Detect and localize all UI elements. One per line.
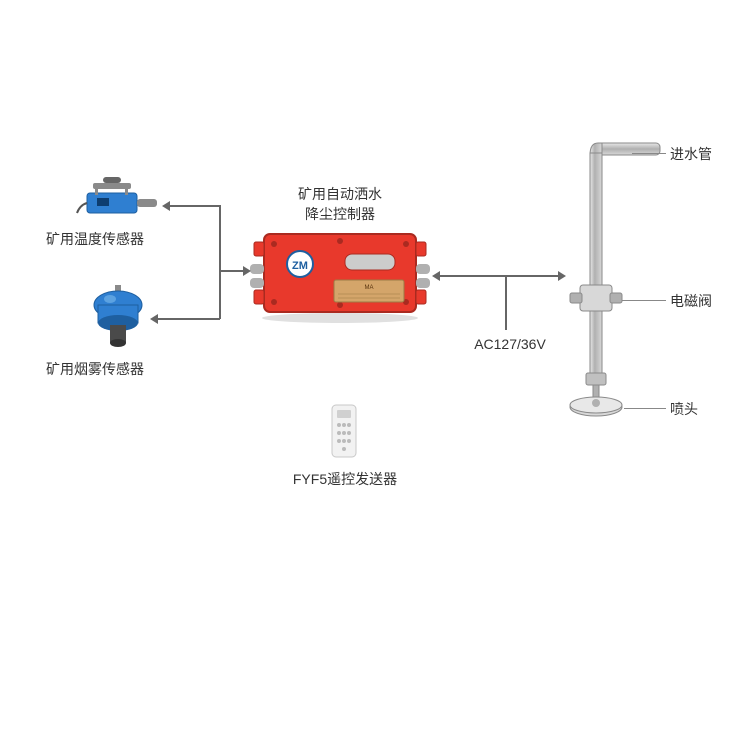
arrow-temp-h xyxy=(170,205,220,207)
arrow-temp-head-l xyxy=(162,201,170,211)
arrow-left-merge xyxy=(219,270,245,272)
arrow-right-head-r xyxy=(558,271,566,281)
pipe-assembly xyxy=(550,135,670,445)
temperature-sensor-label: 矿用温度传感器 xyxy=(35,230,155,250)
arrow-smoke-h xyxy=(158,318,220,320)
arrow-smoke-head-l xyxy=(150,314,158,324)
temperature-sensor xyxy=(75,175,160,225)
remote-control-icon xyxy=(329,403,359,461)
inlet-pipe-label: 进水管 xyxy=(670,145,730,165)
power-tap-v xyxy=(505,275,507,330)
solenoid-label: 电磁阀 xyxy=(670,292,730,312)
arrow-merge-head-r xyxy=(243,266,251,276)
conn-inlet xyxy=(632,153,666,154)
remote-control xyxy=(329,403,359,461)
arrow-right-head-l xyxy=(432,271,440,281)
svg-text:MA: MA xyxy=(365,285,374,291)
smoke-sensor-label: 矿用烟雾传感器 xyxy=(35,360,155,380)
power-label: AC127/36V xyxy=(470,335,550,355)
conn-nozzle xyxy=(624,408,666,409)
smoke-sensor xyxy=(88,285,148,355)
power-tap-cross xyxy=(497,275,515,277)
controller-icon: ZM MA xyxy=(250,228,430,323)
remote-control-label: FYF5遥控发送器 xyxy=(290,470,400,490)
diagram-canvas: 矿用温度传感器 矿用烟雾传感器 矿用自动洒水 降尘控制器 xyxy=(0,0,750,750)
arrow-smoke-v xyxy=(219,270,221,319)
controller: ZM MA xyxy=(250,228,430,323)
temperature-sensor-icon xyxy=(75,175,160,225)
conn-solenoid xyxy=(622,300,666,301)
controller-label: 矿用自动洒水 降尘控制器 xyxy=(280,185,400,224)
nozzle-label: 喷头 xyxy=(670,400,730,420)
svg-text:ZM: ZM xyxy=(292,260,308,272)
arrow-temp-v xyxy=(219,205,221,270)
smoke-sensor-icon xyxy=(88,285,148,355)
pipe-assembly-icon xyxy=(550,135,670,445)
